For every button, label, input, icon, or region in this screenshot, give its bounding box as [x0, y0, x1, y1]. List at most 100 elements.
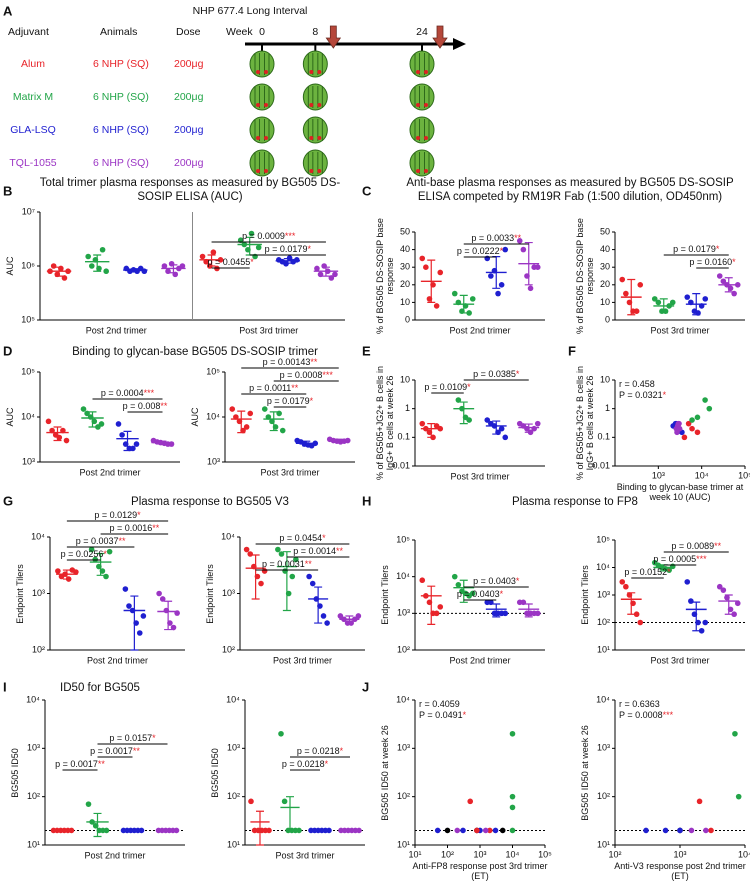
y-tick-label: 10: [400, 374, 410, 384]
x-axis-label: Binding to glycan-base trimer at week 10…: [616, 482, 744, 502]
error-bar: [459, 294, 468, 314]
y-tick-label: 10²: [32, 644, 45, 654]
x-tick-label: 10³: [652, 470, 665, 480]
dot: [655, 299, 662, 306]
error-bar: [123, 430, 132, 452]
error-bar: [96, 552, 105, 576]
significance-stars: **: [133, 746, 141, 756]
nhp-dot: [424, 169, 428, 173]
y-tick-label: 1: [605, 403, 610, 413]
x-tick-label: 10³: [673, 849, 686, 859]
y-tick-label: 10⁴: [26, 694, 40, 704]
y-tick-label: 30: [400, 262, 410, 272]
dot: [451, 573, 458, 580]
p-value: p = 0.0009***: [242, 231, 296, 241]
error-bar: [286, 796, 294, 832]
significance-stars: *: [310, 396, 314, 406]
y-tick-label: 10: [400, 297, 410, 307]
y-axis-label: Endpoint Tilers: [15, 563, 25, 624]
point: [460, 827, 466, 834]
chart-title: Binding to glycan-base BG505 DS-SOSIP tr…: [72, 346, 318, 358]
dot: [293, 556, 299, 563]
y-axis-label: BG505 ID50 at week 26: [580, 724, 590, 821]
error-bar: [524, 241, 533, 286]
error-bar: [131, 268, 140, 273]
y-tick-label: 50: [600, 226, 610, 236]
nhp-body: [302, 50, 328, 78]
y-tick-label: 10: [600, 297, 610, 307]
y-tick-label: 40: [400, 244, 410, 254]
y-tick-label: 10⁷: [22, 206, 35, 216]
nhp-icon: [409, 149, 435, 177]
panel-letter: B: [3, 183, 12, 198]
p-label: r = 0.4059: [419, 699, 460, 709]
significance-stars: *: [463, 710, 467, 720]
point: [694, 429, 701, 436]
week-label: 0: [259, 26, 265, 38]
dot: [199, 253, 206, 260]
week-label: 8: [312, 26, 318, 38]
x-tick-label: 10²: [608, 849, 621, 859]
p-label: P = 0.0321: [619, 390, 663, 400]
dot: [133, 441, 140, 447]
dot: [92, 556, 99, 563]
y-tick-label: 10⁵: [206, 366, 220, 376]
error-bar: [282, 551, 291, 612]
panel-letter: E: [362, 343, 371, 358]
dot: [248, 798, 254, 805]
point: [499, 827, 506, 834]
p-value: p = 0.0160*: [689, 257, 736, 267]
significance-stars: **: [152, 523, 160, 533]
y-tick-label: 10¹: [597, 644, 610, 654]
significance-stars: *: [716, 244, 720, 254]
error-bar: [524, 423, 533, 433]
point: [454, 827, 461, 834]
p-label: r = 0.458: [619, 379, 655, 389]
dot: [520, 246, 527, 253]
p-value: r = 0.458: [619, 379, 655, 389]
p-label: p = 0.0031: [262, 559, 305, 569]
category-label: Post 2nd trimer: [79, 467, 140, 477]
point: [703, 827, 709, 834]
error-bar: [427, 259, 436, 303]
dot: [161, 263, 168, 269]
dot: [258, 580, 264, 587]
nhp-icon: [302, 83, 328, 111]
p-label: p = 0.0179: [673, 244, 716, 254]
p-value: p = 0.0089**: [671, 541, 721, 551]
dot: [355, 613, 362, 619]
nhp-body: [409, 50, 435, 78]
point: [434, 827, 441, 834]
dot: [320, 613, 327, 619]
error-bar: [627, 592, 636, 615]
p-value: p = 0.0031**: [262, 559, 312, 569]
p-value: p = 0.0008***: [280, 370, 334, 380]
point: [444, 827, 451, 834]
nhp-dot: [309, 169, 314, 173]
nhp-dot: [256, 70, 260, 74]
sampling-arrow: [325, 25, 342, 49]
y-tick-label: 10²: [222, 644, 235, 654]
dot: [484, 417, 491, 423]
p-value: p = 0.0218*: [282, 759, 329, 769]
dot: [698, 627, 705, 634]
p-label: p = 0.0011: [249, 383, 291, 393]
point: [694, 414, 701, 421]
y-tick-label: 10²: [27, 791, 40, 801]
dot: [156, 590, 162, 597]
p-value: r = 0.6363: [619, 699, 660, 709]
y-axis-label: Endpoint Tilers: [205, 563, 215, 624]
significance-stars: *: [467, 382, 471, 392]
point: [708, 827, 714, 834]
nhp-dot: [317, 136, 322, 140]
nhp-dot: [317, 169, 322, 173]
dot: [498, 425, 505, 432]
dot: [243, 546, 250, 553]
p-value: p = 0.0037**: [76, 536, 126, 546]
y-tick-label: 10³: [207, 456, 220, 466]
y-tick-label: 0.01: [392, 460, 410, 470]
error-bar: [207, 254, 216, 267]
dot: [669, 563, 676, 570]
dot: [136, 630, 143, 636]
y-tick-label: 10⁴: [596, 562, 610, 572]
